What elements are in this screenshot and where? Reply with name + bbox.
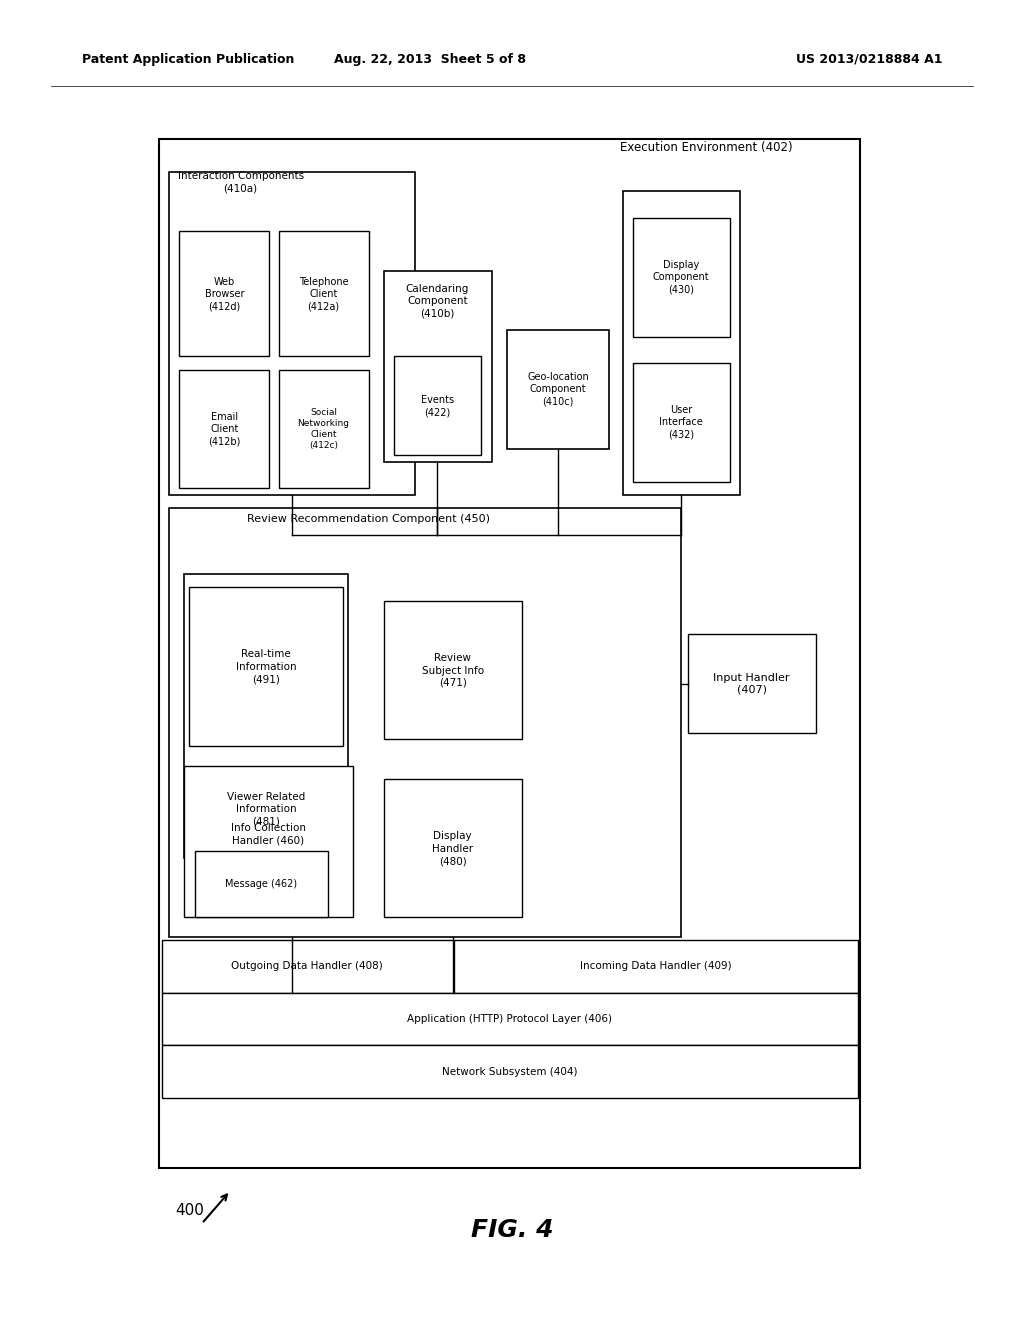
- FancyBboxPatch shape: [195, 851, 328, 917]
- FancyBboxPatch shape: [159, 139, 860, 1168]
- Text: Telephone
Client
(412a): Telephone Client (412a): [299, 277, 348, 312]
- FancyBboxPatch shape: [184, 574, 348, 858]
- FancyBboxPatch shape: [162, 993, 858, 1045]
- FancyBboxPatch shape: [633, 363, 730, 482]
- Text: Review Recommendation Component (450): Review Recommendation Component (450): [247, 513, 490, 524]
- FancyBboxPatch shape: [507, 330, 609, 449]
- Text: Input Handler
(407): Input Handler (407): [714, 673, 790, 694]
- Text: Application (HTTP) Protocol Layer (406): Application (HTTP) Protocol Layer (406): [408, 1014, 612, 1024]
- FancyBboxPatch shape: [169, 508, 681, 937]
- Text: 400: 400: [175, 1203, 204, 1218]
- FancyBboxPatch shape: [384, 271, 492, 462]
- Text: Display
Component
(430): Display Component (430): [652, 260, 710, 294]
- Text: Real-time
Information
(491): Real-time Information (491): [236, 649, 297, 684]
- FancyBboxPatch shape: [189, 587, 343, 746]
- Text: Outgoing Data Handler (408): Outgoing Data Handler (408): [231, 961, 383, 972]
- Text: FIG. 4: FIG. 4: [471, 1218, 553, 1242]
- Text: Social
Networking
Client
(412c): Social Networking Client (412c): [298, 408, 349, 450]
- FancyBboxPatch shape: [384, 601, 522, 739]
- Text: Aug. 22, 2013  Sheet 5 of 8: Aug. 22, 2013 Sheet 5 of 8: [334, 53, 526, 66]
- FancyBboxPatch shape: [394, 356, 481, 455]
- Text: Message (462): Message (462): [225, 879, 297, 890]
- Text: Interaction Components
(410a): Interaction Components (410a): [177, 170, 304, 194]
- FancyBboxPatch shape: [179, 231, 269, 356]
- Text: Patent Application Publication: Patent Application Publication: [82, 53, 294, 66]
- Text: Email
Client
(412b): Email Client (412b): [208, 412, 241, 446]
- FancyBboxPatch shape: [623, 191, 740, 495]
- FancyBboxPatch shape: [454, 940, 858, 993]
- Text: Display
Handler
(480): Display Handler (480): [432, 832, 473, 866]
- FancyBboxPatch shape: [279, 231, 369, 356]
- Text: Events
(422): Events (422): [421, 396, 454, 417]
- Text: Execution Environment (402): Execution Environment (402): [621, 141, 793, 154]
- FancyBboxPatch shape: [162, 940, 454, 993]
- Text: Incoming Data Handler (409): Incoming Data Handler (409): [580, 961, 731, 972]
- FancyBboxPatch shape: [184, 766, 353, 917]
- FancyBboxPatch shape: [384, 779, 522, 917]
- FancyBboxPatch shape: [179, 370, 269, 488]
- FancyBboxPatch shape: [279, 370, 369, 488]
- Text: Review
Subject Info
(471): Review Subject Info (471): [422, 653, 483, 688]
- Text: Geo-location
Component
(410c): Geo-location Component (410c): [527, 372, 589, 407]
- FancyBboxPatch shape: [633, 218, 730, 337]
- Text: User
Interface
(432): User Interface (432): [659, 405, 702, 440]
- FancyBboxPatch shape: [162, 1045, 858, 1098]
- Text: Info Collection
Handler (460): Info Collection Handler (460): [230, 824, 306, 845]
- FancyBboxPatch shape: [169, 172, 415, 495]
- Text: Network Subsystem (404): Network Subsystem (404): [442, 1067, 578, 1077]
- Text: US 2013/0218884 A1: US 2013/0218884 A1: [796, 53, 942, 66]
- Text: Calendaring
Component
(410b): Calendaring Component (410b): [406, 284, 469, 318]
- Text: Viewer Related
Information
(481): Viewer Related Information (481): [227, 792, 305, 826]
- Text: Web
Browser
(412d): Web Browser (412d): [205, 277, 244, 312]
- FancyBboxPatch shape: [688, 634, 816, 733]
